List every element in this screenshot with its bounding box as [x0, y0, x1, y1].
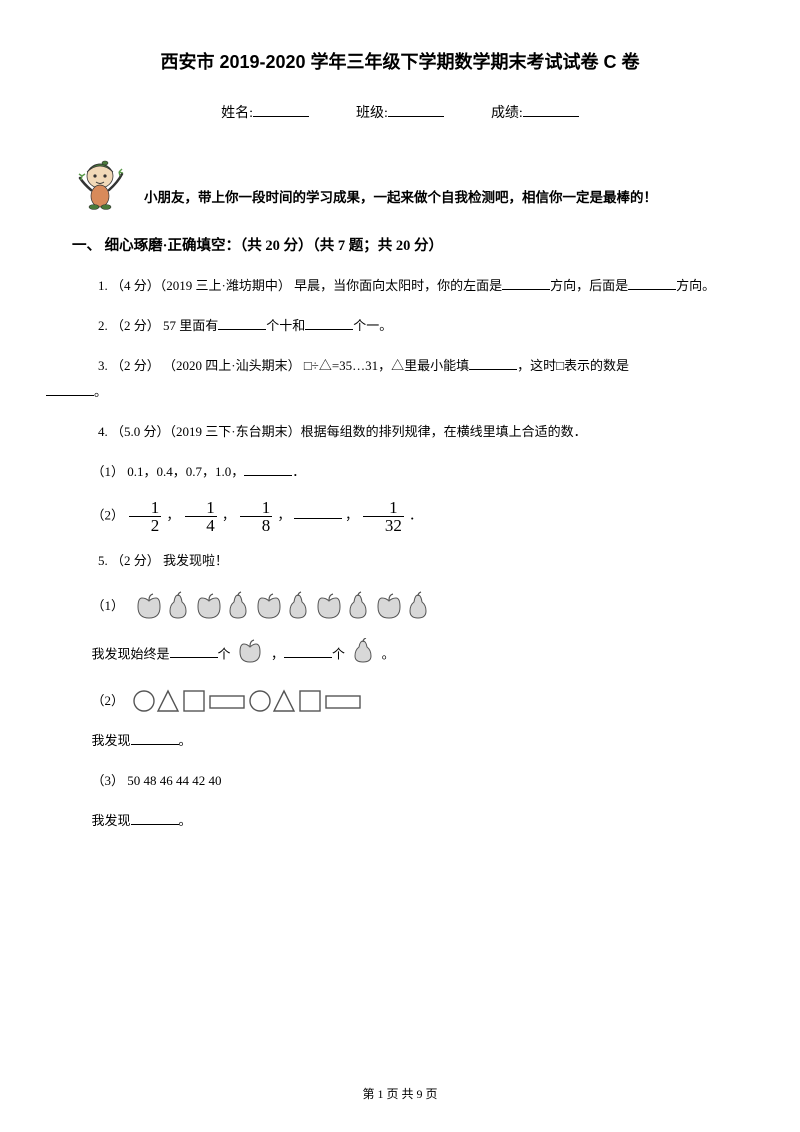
question-5-2: （2）	[72, 687, 728, 714]
q3-suffix: 。	[94, 384, 107, 399]
name-blank[interactable]	[253, 103, 309, 117]
q4s1-prefix: （1） 0.1，0.4，0.7，1.0，	[92, 464, 245, 479]
q2-blank-2[interactable]	[305, 317, 353, 330]
question-4-1: （1） 0.1，0.4，0.7，1.0， ．	[72, 459, 728, 485]
question-5-1-answer: 我发现始终是个 ，个 。	[72, 638, 728, 673]
fraction-3: 18	[240, 499, 272, 534]
question-3: 3. （2 分） （2020 四上·汕头期末） □÷△=35…31，△里最小能填…	[72, 353, 728, 405]
question-2: 2. （2 分） 57 里面有 个十和 个一。	[72, 313, 728, 339]
pear-icon	[352, 638, 374, 673]
q5s1-blank2[interactable]	[284, 645, 332, 658]
q4s2-suffix: ．	[409, 507, 422, 522]
question-5-3-answer: 我发现。	[72, 808, 728, 834]
q5s1-label: （1）	[92, 593, 125, 619]
intro-row: 小朋友，带上你一段时间的学习成果，一起来做个自我检测吧，相信你一定是最棒的！	[72, 154, 728, 210]
q1-blank-1[interactable]	[502, 277, 550, 290]
apple-pear-row-icon	[132, 588, 432, 624]
class-blank[interactable]	[388, 103, 444, 117]
question-5-3: （3） 50 48 46 44 42 40	[72, 768, 728, 794]
intro-text: 小朋友，带上你一段时间的学习成果，一起来做个自我检测吧，相信你一定是最棒的！	[144, 186, 657, 210]
mascot-icon	[76, 154, 132, 210]
q3-prefix: 3. （2 分） （2020 四上·汕头期末） □÷△=35…31，△里最小能填	[98, 358, 469, 373]
page-footer: 第 1 页 共 9 页	[0, 1085, 800, 1102]
fraction-1: 12	[129, 499, 161, 534]
q3-blank-2[interactable]	[46, 383, 94, 396]
q1-mid: 方向，后面是	[550, 278, 628, 293]
q1-blank-2[interactable]	[628, 277, 676, 290]
question-4: 4. （5.0 分）（2019 三下·东台期末）根据每组数的排列规律，在横线里填…	[72, 419, 728, 445]
q2-blank-1[interactable]	[218, 317, 266, 330]
question-5: 5. （2 分） 我发现啦！	[72, 548, 728, 574]
header-fields: 姓名: 班级: 成绩:	[72, 102, 728, 122]
page-title: 西安市 2019-2020 学年三年级下学期数学期末考试试卷 C 卷	[72, 48, 728, 74]
apple-icon	[238, 638, 264, 673]
q5s3-blank[interactable]	[131, 812, 179, 825]
q3-blank-1[interactable]	[469, 357, 517, 370]
q3-mid: ，这时□表示的数是	[517, 358, 629, 373]
q5s2-label: （2）	[92, 688, 125, 714]
class-label: 班级:	[356, 106, 388, 121]
q1-suffix: 方向。	[676, 278, 715, 293]
q4s2-blank[interactable]	[294, 506, 342, 519]
question-5-2-answer: 我发现。	[72, 728, 728, 754]
q1-prefix: 1. （4 分）（2019 三上·潍坊期中） 早晨，当你面向太阳时，你的左面是	[98, 278, 502, 293]
q5s1-blank1[interactable]	[170, 645, 218, 658]
q2-mid: 个十和	[266, 318, 305, 333]
q5s2-blank[interactable]	[131, 732, 179, 745]
name-label: 姓名:	[221, 106, 253, 121]
fraction-2: 14	[185, 499, 217, 534]
score-label: 成绩:	[491, 106, 523, 121]
section-1-heading: 一、 细心琢磨·正确填空：（共 20 分）（共 7 题；共 20 分）	[72, 234, 728, 255]
question-4-2: （2） 12 ， 14 ， 18 ， ， 132 ．	[72, 499, 728, 534]
score-blank[interactable]	[523, 103, 579, 117]
fraction-4: 132	[363, 499, 404, 534]
q4s1-suffix: ．	[292, 464, 305, 479]
q2-prefix: 2. （2 分） 57 里面有	[98, 318, 218, 333]
question-5-1: （1）	[72, 588, 728, 624]
q4s2-prefix: （2）	[92, 507, 128, 522]
shape-pattern-icon	[132, 687, 392, 714]
question-1: 1. （4 分）（2019 三上·潍坊期中） 早晨，当你面向太阳时，你的左面是 方…	[72, 273, 728, 299]
q4s1-blank[interactable]	[244, 463, 292, 476]
q2-suffix: 个一。	[353, 318, 392, 333]
